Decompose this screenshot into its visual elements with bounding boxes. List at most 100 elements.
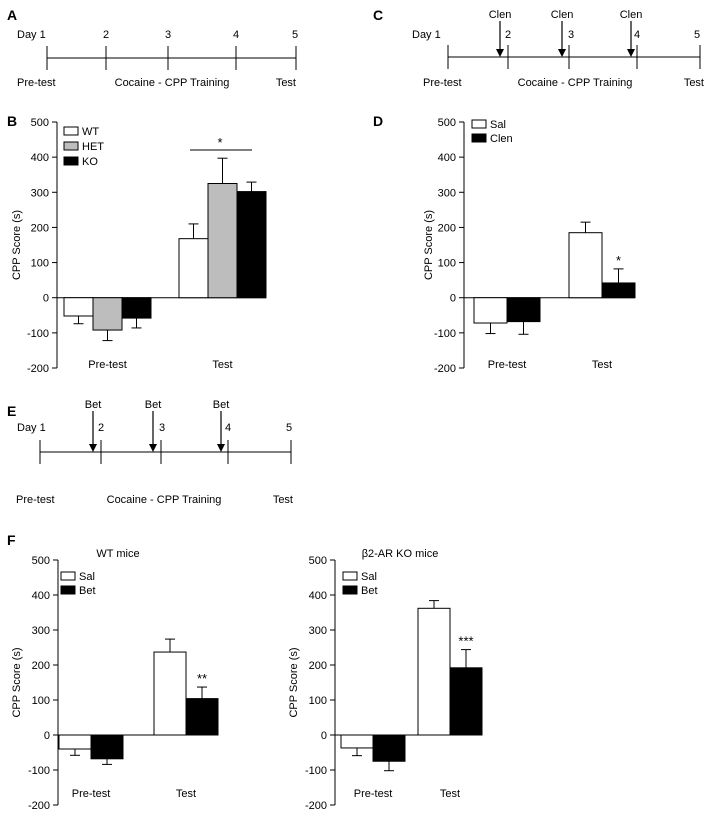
chart-d-legend-swatch xyxy=(471,119,487,129)
chart-d-category-label: Test xyxy=(592,359,612,371)
chart-b-legend-label: HET xyxy=(82,141,104,153)
chart-f-ko-category-label: Test xyxy=(440,788,460,800)
chart-d-y-tick-label: 300 xyxy=(438,187,456,199)
timeline-c-day-label: Day 1 xyxy=(412,29,441,41)
timeline-e-injection-label: Bet xyxy=(213,399,230,411)
chart-f-wt-bar xyxy=(58,734,92,750)
panel-label-f: F xyxy=(7,532,16,548)
chart-b-y-tick-label: -200 xyxy=(27,363,49,375)
chart-b-category-label: Pre-test xyxy=(88,359,127,371)
timeline-c-day-label: 3 xyxy=(568,29,574,41)
timeline-c-injection-label: Clen xyxy=(489,9,512,21)
panel-label-c: C xyxy=(373,7,383,23)
chart-d-bar xyxy=(568,232,603,299)
timeline-e-day-label: 4 xyxy=(225,422,231,434)
chart-b-y-tick-label: 200 xyxy=(31,222,49,234)
chart-f-wt-legend-label: Bet xyxy=(79,585,96,597)
chart-d-y-tick-label: 0 xyxy=(450,293,456,305)
chart-f-wt-category-label: Test xyxy=(176,788,196,800)
chart-f-ko-legend-label: Bet xyxy=(361,585,378,597)
chart-d-y-tick-label: 500 xyxy=(438,117,456,129)
chart-f-wt-bar xyxy=(90,734,124,760)
timeline-a-day-label: 4 xyxy=(233,29,239,41)
chart-f-ko-y-tick-label: 500 xyxy=(309,555,327,567)
chart-f-wt-category-label: Pre-test xyxy=(72,788,111,800)
chart-d-bar xyxy=(506,297,541,323)
timeline-a-day-label: 2 xyxy=(103,29,109,41)
chart-f-wt-y-tick-label: 400 xyxy=(32,590,50,602)
chart-f-wt-legend-swatch xyxy=(60,571,76,581)
chart-b-legend-label: WT xyxy=(82,126,99,138)
timeline-c-injection-label: Clen xyxy=(620,9,643,21)
timeline-e-injection-label: Bet xyxy=(85,399,102,411)
chart-b-legend-swatch xyxy=(63,156,79,166)
chart-b-bar xyxy=(207,183,238,299)
timeline-a-day-label: 3 xyxy=(165,29,171,41)
chart-d-bar xyxy=(473,297,508,324)
chart-f-wt-y-tick-label: 0 xyxy=(44,730,50,742)
timeline-e-injection-label: Bet xyxy=(145,399,162,411)
chart-f-wt-bar xyxy=(153,651,187,736)
timeline-e-day-label: 3 xyxy=(159,422,165,434)
panel-label-e: E xyxy=(7,403,16,419)
panel-label-d: D xyxy=(373,113,383,129)
chart-f-ko-legend-label: Sal xyxy=(361,571,377,583)
timeline-a-phase-label: Pre-test xyxy=(17,77,56,89)
chart-d-significance-label: * xyxy=(616,253,621,268)
chart-d-y-tick-label: 100 xyxy=(438,258,456,270)
chart-f-wt-legend-label: Sal xyxy=(79,571,95,583)
chart-f-wt-y-tick-label: -100 xyxy=(28,765,50,777)
chart-f-ko-y-tick-label: 400 xyxy=(309,590,327,602)
timeline-c-day-label: 4 xyxy=(634,29,640,41)
chart-b-y-tick-label: 300 xyxy=(31,187,49,199)
panel-label-a: A xyxy=(7,7,17,23)
chart-b-y-label: CPP Score (s) xyxy=(11,210,23,280)
chart-b-bar xyxy=(63,297,94,317)
chart-f-ko-y-tick-label: 300 xyxy=(309,625,327,637)
chart-f-ko-title: β2-AR KO mice xyxy=(362,548,439,560)
chart-b-legend-swatch xyxy=(63,141,79,151)
chart-b-y-tick-label: -100 xyxy=(27,328,49,340)
timeline-c-phase-label: Pre-test xyxy=(423,77,462,89)
chart-d-y-tick-label: 400 xyxy=(438,152,456,164)
chart-f-ko-legend-swatch xyxy=(342,585,358,595)
chart-d-y-tick-label: -100 xyxy=(434,328,456,340)
chart-f-ko-y-tick-label: 100 xyxy=(309,695,327,707)
chart-f-ko-bar xyxy=(340,734,374,749)
timeline-a-day-label: 5 xyxy=(292,29,298,41)
chart-d-y-label: CPP Score (s) xyxy=(423,210,435,280)
timeline-e-phase-label: Pre-test xyxy=(16,494,55,506)
timeline-e-day-label: 2 xyxy=(98,422,104,434)
panel-label-b: B xyxy=(7,113,17,129)
timeline-e-phase-label: Cocaine - CPP Training xyxy=(107,494,222,506)
chart-b-y-tick-label: 100 xyxy=(31,258,49,270)
timeline-c-phase-label: Test xyxy=(684,77,704,89)
chart-f-wt-bar xyxy=(185,698,219,736)
chart-b-significance-label: * xyxy=(217,135,222,150)
chart-b-y-tick-label: 500 xyxy=(31,117,49,129)
chart-b-legend-swatch xyxy=(63,126,79,136)
chart-f-wt-y-tick-label: 100 xyxy=(32,695,50,707)
timeline-a-day-label: Day 1 xyxy=(17,29,46,41)
chart-d-y-tick-label: 200 xyxy=(438,222,456,234)
chart-b-bar xyxy=(236,191,267,299)
timeline-e-day-label: Day 1 xyxy=(17,422,46,434)
timeline-c-injection-label: Clen xyxy=(551,9,574,21)
timeline-c-day-label: 2 xyxy=(505,29,511,41)
timeline-e-day-label: 5 xyxy=(286,422,292,434)
chart-d-legend-swatch xyxy=(471,133,487,143)
chart-b-bar xyxy=(92,297,123,331)
chart-f-ko-legend-swatch xyxy=(342,571,358,581)
chart-f-wt-y-tick-label: 300 xyxy=(32,625,50,637)
chart-b-bar xyxy=(121,297,152,319)
chart-f-ko-bar xyxy=(417,607,451,736)
chart-b-y-tick-label: 0 xyxy=(43,293,49,305)
chart-f-wt-y-tick-label: 200 xyxy=(32,660,50,672)
chart-f-wt-legend-swatch xyxy=(60,585,76,595)
timeline-e-phase-label: Test xyxy=(273,494,293,506)
chart-d-legend-label: Clen xyxy=(490,133,513,145)
chart-f-ko-y-tick-label: 200 xyxy=(309,660,327,672)
chart-f-wt-y-label: CPP Score (s) xyxy=(11,647,23,717)
timeline-a-phase-label: Cocaine - CPP Training xyxy=(115,77,230,89)
